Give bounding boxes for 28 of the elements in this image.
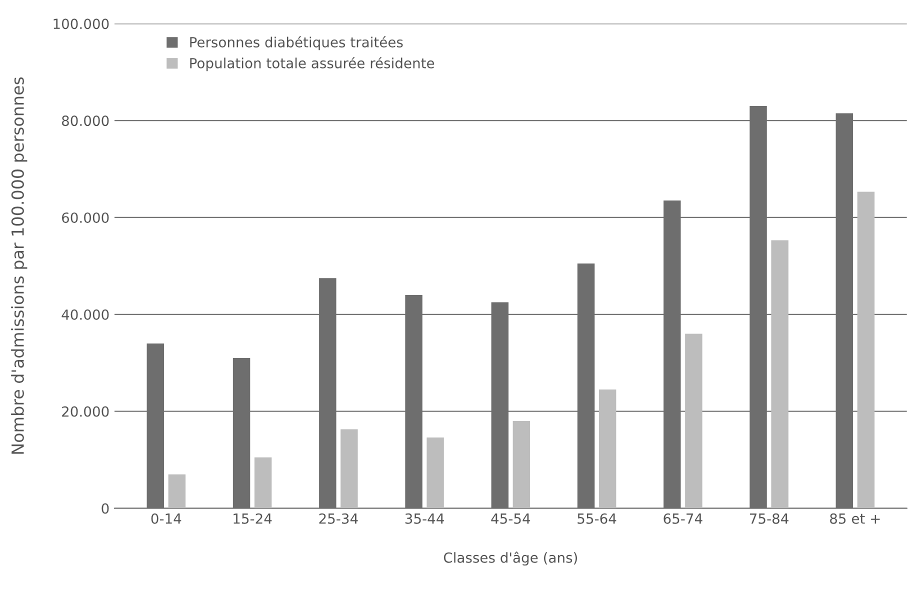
bar [254, 457, 272, 508]
y-tick-label: 60.000 [62, 212, 109, 223]
legend-label: Personnes diabétiques traitées [190, 36, 403, 50]
y-tick-label: 20.000 [62, 406, 109, 417]
y-tick-label: 100.000 [54, 18, 109, 30]
x-tick-label: 0-14 [151, 513, 182, 524]
bar [512, 421, 530, 508]
x-tick-label: 85 et + [830, 513, 880, 524]
x-tick-label: 65-74 [664, 513, 702, 524]
x-tick-label: 75-84 [750, 513, 788, 524]
x-tick-label: 55-64 [578, 513, 616, 524]
x-tick-label: 15-24 [234, 513, 272, 524]
y-tick-label: 80.000 [62, 116, 109, 126]
x-tick-label: 45-54 [491, 514, 530, 524]
bar [598, 390, 616, 508]
bar [340, 429, 358, 508]
bar [426, 438, 444, 508]
y-axis-title: Nombre d'admissions par 100.000 personnes [11, 77, 28, 454]
bar [168, 474, 186, 508]
y-tick-label: 0 [102, 503, 109, 514]
bar [685, 334, 702, 508]
legend-label: Population totale assurée résidente [190, 57, 434, 72]
x-tick-label: 25-34 [319, 513, 358, 524]
bar [857, 192, 875, 508]
x-axis-title: Classes d'âge (ans) [444, 552, 577, 566]
x-tick-label: 35-44 [405, 513, 444, 524]
bar [771, 240, 788, 508]
y-tick-label: 40.000 [62, 309, 109, 320]
